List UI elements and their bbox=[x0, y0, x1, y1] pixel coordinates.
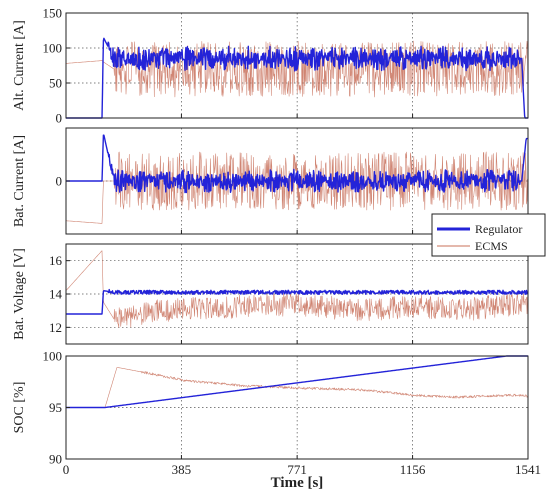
legend-label-regulator: Regulator bbox=[475, 222, 522, 236]
x-tick-label: 385 bbox=[172, 462, 192, 477]
y-tick-label: 14 bbox=[49, 287, 63, 302]
panel-alt-current: 0 50 100 150 Alt. Current [A] bbox=[12, 6, 529, 126]
legend: Regulator ECMS bbox=[431, 213, 546, 257]
legend-box bbox=[431, 213, 546, 257]
series-line-regulator bbox=[65, 355, 529, 409]
series-line-ecms bbox=[66, 367, 529, 408]
x-tick-label: 1541 bbox=[515, 462, 541, 477]
y-tick-label: 90 bbox=[49, 452, 62, 467]
y-tick-label: 95 bbox=[49, 400, 62, 415]
y-tick-label: 100 bbox=[43, 349, 63, 364]
series-line-regulator bbox=[65, 288, 529, 315]
y-axis-label-bat-voltage: Bat. Voltage [V] bbox=[12, 248, 27, 340]
y-axis-label-alt-current: Alt. Current [A] bbox=[12, 20, 27, 111]
y-tick-label: 16 bbox=[49, 253, 63, 268]
legend-label-ecms: ECMS bbox=[475, 239, 508, 253]
y-tick-label: 50 bbox=[49, 76, 62, 91]
y-axis-label-bat-current: Bat. Current [A] bbox=[12, 135, 27, 227]
panel-soc: 90 95 100 0 385 771 1156 1541 SOC [%] bbox=[12, 349, 541, 478]
panel-bat-voltage: 12 14 16 Bat. Voltage [V] bbox=[12, 243, 529, 345]
x-tick-label: 0 bbox=[63, 462, 70, 477]
y-tick-label: 12 bbox=[49, 320, 62, 335]
x-axis-label: Time [s] bbox=[271, 475, 324, 491]
y-tick-label: 0 bbox=[56, 174, 63, 189]
series-line-regulator bbox=[65, 37, 529, 119]
y-tick-label: 100 bbox=[43, 41, 63, 56]
series-line-regulator bbox=[65, 134, 529, 194]
y-tick-label: 150 bbox=[43, 6, 63, 21]
y-axis-label-soc: SOC [%] bbox=[12, 382, 27, 434]
y-tick-label: 0 bbox=[56, 111, 63, 126]
panel-bat-current: 0 Bat. Current [A] bbox=[12, 127, 529, 235]
series-line-ecms bbox=[65, 250, 529, 328]
x-tick-label: 1156 bbox=[400, 462, 426, 477]
x-tick-label: 771 bbox=[287, 462, 307, 477]
